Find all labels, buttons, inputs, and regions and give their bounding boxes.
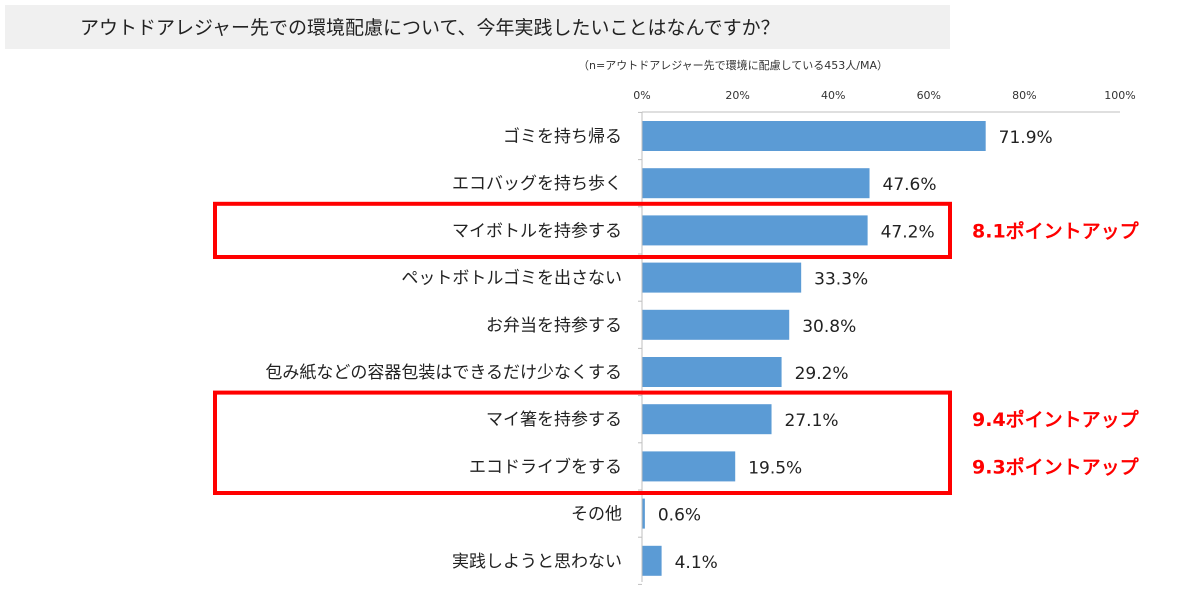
category-label: エコバッグを持ち歩く [452,174,622,194]
category-label: ゴミを持ち帰る [503,126,622,147]
category-label: 包み紙などの容器包装はできるだけ少なくする [265,363,622,383]
chart-title: アウトドアレジャー先での環境配慮について、今年実践したいことはなんですか？ [80,17,780,39]
bar [642,168,870,199]
value-label: 71.9% [999,128,1053,148]
title-box [5,5,950,49]
annotation-label: 8.1ポイントアップ [972,219,1140,242]
value-label: 0.6% [658,506,701,526]
x-tick-label: 100% [1104,89,1135,102]
category-label: その他 [571,505,622,525]
bar [642,121,986,151]
bar [642,451,736,482]
value-label: 27.1% [785,411,839,431]
x-tick-label: 20% [725,89,749,102]
value-label: 47.2% [881,222,935,242]
value-label: 29.2% [795,364,849,384]
value-label: 33.3% [814,270,868,290]
sample-note: （n=アウトドアレジャー先で環境に配慮している453人/MA） [578,59,889,72]
value-label: 30.8% [802,317,856,337]
category-label: エコドライブをする [469,456,622,477]
bar [642,262,802,293]
highlight-box [213,201,952,260]
bar [642,215,868,246]
annotation-label: 9.3ポイントアップ [972,455,1140,478]
x-tick-label: 60% [917,89,941,102]
bar [642,309,790,340]
bar [642,357,782,387]
value-label: 4.1% [675,553,718,573]
x-tick-label: 0% [633,89,650,102]
x-tick-label: 80% [1012,89,1036,102]
bar [642,404,772,435]
value-label: 19.5% [748,458,802,478]
value-label: 47.6% [883,175,937,195]
category-label: マイボトルを持参する [452,221,622,241]
category-label: お弁当を持参する [486,316,622,336]
x-tick-label: 40% [821,89,845,102]
annotation-label: 9.4ポイントアップ [972,408,1140,431]
highlight-box [213,390,952,496]
bar [642,498,645,529]
category-label: ペットボトルゴミを出さない [401,268,622,289]
category-label: マイ箸を持参する [486,410,622,430]
category-label: 実践しようと思わない [452,552,622,572]
bar [642,545,662,576]
